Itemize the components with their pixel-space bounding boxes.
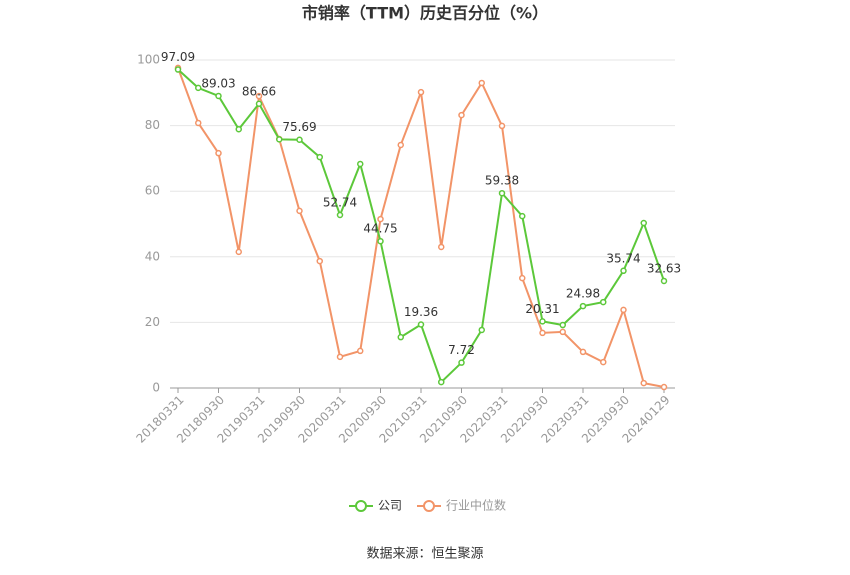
point — [276, 136, 283, 143]
point — [579, 348, 587, 356]
point — [498, 122, 506, 130]
data-label: 20.31 — [525, 302, 559, 316]
point — [174, 66, 182, 73]
source: 数据来源：恒生聚源 — [366, 547, 483, 562]
point — [640, 379, 647, 387]
point — [519, 212, 526, 220]
data-label: 52.74 — [323, 196, 357, 210]
point — [357, 160, 364, 168]
legend-marker — [355, 500, 367, 512]
data-label: 24.98 — [566, 287, 600, 301]
point — [478, 326, 485, 334]
point — [235, 125, 242, 133]
point — [438, 378, 445, 386]
data-label: 86.66 — [242, 84, 276, 98]
point — [195, 119, 202, 127]
series-line — [177, 68, 665, 384]
point — [519, 274, 526, 282]
point — [600, 358, 607, 366]
data-label: 59.38 — [485, 174, 519, 188]
data-label: 19.36 — [404, 305, 438, 319]
data-label: 44.75 — [363, 222, 397, 236]
data-label: 32.63 — [647, 261, 681, 275]
point — [336, 211, 344, 219]
point — [660, 383, 668, 391]
point — [559, 321, 566, 329]
y-tick-label: 100 — [137, 53, 160, 67]
y-tick-label: 40 — [145, 249, 160, 263]
point — [478, 79, 485, 87]
data-label: 89.03 — [201, 76, 235, 90]
point — [417, 321, 425, 328]
legend-item: 行业中位数 — [417, 498, 506, 513]
point — [600, 298, 607, 306]
chart-title: 市销率（TTM）历史百分位（%） — [302, 4, 548, 23]
y-tick-label: 20 — [145, 315, 160, 329]
point — [640, 219, 647, 227]
point — [336, 353, 344, 361]
point — [660, 277, 668, 285]
y-tick-label: 60 — [145, 184, 160, 198]
series-line — [177, 67, 665, 388]
point — [539, 329, 546, 337]
point — [498, 189, 506, 197]
point — [458, 111, 465, 119]
point — [377, 237, 384, 245]
data-label: 35.74 — [606, 251, 640, 265]
point — [235, 248, 242, 256]
legend-marker — [423, 500, 435, 512]
point — [397, 333, 404, 341]
legend-label: 公司 — [378, 499, 402, 513]
point — [357, 347, 364, 355]
point — [296, 207, 303, 215]
y-tick-label: 0 — [152, 381, 160, 395]
data-label: 7.72 — [448, 343, 475, 357]
point — [620, 306, 627, 314]
point — [316, 257, 323, 265]
data-label: 75.69 — [282, 120, 316, 134]
point — [417, 88, 425, 96]
point — [579, 302, 587, 310]
point — [438, 243, 445, 251]
point — [255, 92, 263, 100]
point — [215, 92, 222, 100]
point — [397, 141, 404, 149]
point — [215, 149, 222, 157]
point — [458, 359, 465, 366]
legend-item: 公司 — [349, 499, 402, 513]
point — [377, 215, 384, 223]
point — [255, 100, 263, 108]
point — [559, 328, 566, 336]
y-tick-label: 80 — [145, 118, 160, 132]
point — [539, 318, 546, 325]
point — [195, 84, 202, 92]
point — [316, 153, 323, 161]
point — [296, 136, 303, 143]
point — [620, 267, 627, 275]
data-label: 97.09 — [161, 50, 195, 64]
legend-label: 行业中位数 — [446, 498, 506, 513]
